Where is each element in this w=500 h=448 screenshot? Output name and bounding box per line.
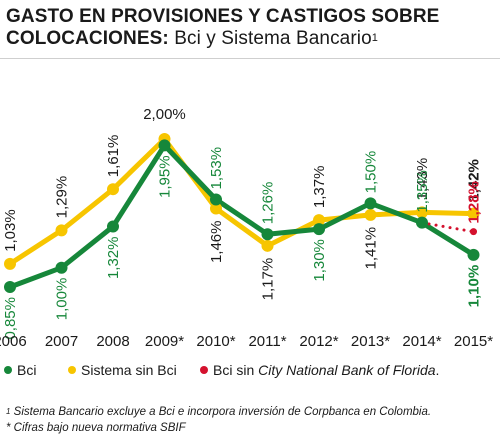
bci-label-2009: 1,95% — [157, 155, 174, 198]
sistema-point-2010 — [210, 202, 222, 215]
series-line-florida — [420, 221, 475, 234]
bci-point-2014 — [416, 216, 428, 229]
sistema-label-2010: 1,46% — [208, 220, 225, 263]
bci-label-2008: 1,32% — [105, 237, 122, 280]
x-tick-2013: 2013* — [351, 333, 390, 350]
legend-label-sistema: Sistema sin Bci — [81, 362, 177, 378]
sistema-point-2011 — [261, 239, 274, 252]
legend-item-florida: Bci sin City National Bank of Florida. — [200, 362, 439, 378]
bci-point-2009 — [158, 139, 171, 152]
bci-label-2012: 1,30% — [311, 239, 328, 282]
bci-point-2007 — [55, 261, 68, 274]
bci-point-2013 — [364, 197, 377, 210]
x-tick-2014: 2014* — [402, 333, 441, 350]
sistema-label-2009: 2,00% — [143, 106, 186, 123]
subtitle-bold-part: COLOCACIONES: — [6, 28, 169, 49]
bci-label-2006: 0,85% — [2, 297, 19, 340]
x-axis-ticks: 2006 2007 2008 2009* 2010* 2011* 2012* 2013* 201… — [0, 333, 493, 350]
x-tick-2006: 2006 — [0, 333, 27, 350]
sistema-label-2015: 1,42% — [466, 159, 483, 202]
line-chart: 1,03% 1,29% 1,61% 2,00% 1,46% 1,17% 1,37% 1,41%… — [0, 106, 493, 350]
x-tick-2010: 2010* — [196, 333, 235, 350]
footnote-2: * Cifras bajo nueva normativa SBIF — [6, 422, 186, 434]
chart-subtitle: COLOCACIONES: Bci y Sistema Bancario1 — [6, 28, 378, 50]
bci-point-2008 — [107, 220, 119, 233]
sistema-label-2012: 1,37% — [311, 166, 328, 209]
bci-label-2015: 1,10% — [466, 265, 483, 308]
sistema-legend-dot — [68, 366, 76, 374]
subtitle-rest: Bci y Sistema Bancario — [174, 28, 372, 49]
bci-label-2007: 1,00% — [54, 278, 71, 321]
sistema-point-2015 — [467, 207, 480, 220]
bci-legend-dot — [4, 366, 12, 374]
sistema-label-2008: 1,61% — [105, 135, 122, 178]
legend-label-florida-prefix: Bci sin — [213, 362, 259, 378]
x-tick-2011: 2011* — [248, 333, 286, 350]
chart-title: GASTO EN PROVISIONES Y CASTIGOS SOBRE — [6, 6, 440, 27]
title-divider — [0, 58, 500, 59]
sistema-label-2006: 1,03% — [2, 209, 19, 252]
bci-label-2014: 1,35% — [414, 170, 431, 213]
bci-label-2010: 1,53% — [208, 147, 225, 190]
legend-item-sistema: Sistema sin Bci — [68, 362, 177, 378]
sistema-label-2014: 1,43% — [414, 158, 431, 201]
x-tick-2007: 2007 — [45, 333, 78, 350]
bci-label-2011: 1,26% — [260, 182, 277, 225]
x-tick-2008: 2008 — [96, 333, 129, 350]
bci-label-2013: 1,50% — [363, 151, 380, 194]
legend-label-bci: Bci — [17, 362, 37, 378]
sistema-label-2011: 1,17% — [260, 258, 277, 301]
data-labels: 1,03% 1,29% 1,61% 2,00% 1,46% 1,17% 1,37% 1,41%… — [2, 106, 483, 340]
series-points — [4, 133, 480, 293]
legend-period: . — [435, 362, 440, 378]
footnote-1: 1 Sistema Bancario excluye a Bci e incor… — [6, 404, 431, 420]
sistema-point-2014 — [416, 206, 428, 219]
footnote-1-mark: 1 — [6, 407, 11, 416]
sistema-point-2012 — [313, 214, 325, 227]
sistema-point-2008 — [107, 183, 119, 196]
bci-point-2011 — [261, 228, 274, 241]
legend-label-florida-italic: City National Bank of Florida — [258, 362, 436, 378]
subtitle-footnote-mark: 1 — [371, 32, 378, 44]
bci-point-2006 — [4, 281, 16, 293]
sistema-point-2006 — [4, 257, 16, 270]
bci-point-2010 — [210, 193, 222, 206]
footnotes: 1 Sistema Bancario excluye a Bci e incor… — [6, 404, 431, 436]
bci-point-2015 — [467, 248, 480, 261]
sistema-point-2013 — [364, 208, 377, 221]
series-lines — [7, 136, 476, 290]
legend-item-bci: Bci — [4, 362, 36, 378]
footnote-1-text: Sistema Bancario excluye a Bci e incorpo… — [10, 406, 432, 418]
florida-label-2015: 1,28% — [466, 181, 483, 224]
bci-point-2012 — [313, 223, 325, 236]
sistema-label-2007: 1,29% — [54, 176, 71, 219]
sistema-point-2007 — [55, 224, 68, 237]
sistema-label-2013: 1,41% — [363, 227, 380, 270]
series-line-sistema — [7, 136, 476, 267]
x-tick-2015: 2015* — [454, 333, 493, 350]
florida-point-2015 — [470, 228, 477, 236]
x-tick-2009: 2009* — [145, 333, 184, 350]
series-line-bci — [7, 142, 476, 290]
florida-legend-dot — [200, 366, 208, 374]
legend: Bci Sistema sin Bci Bci sin City Nationa… — [0, 362, 500, 384]
x-tick-2012: 2012* — [299, 333, 338, 350]
